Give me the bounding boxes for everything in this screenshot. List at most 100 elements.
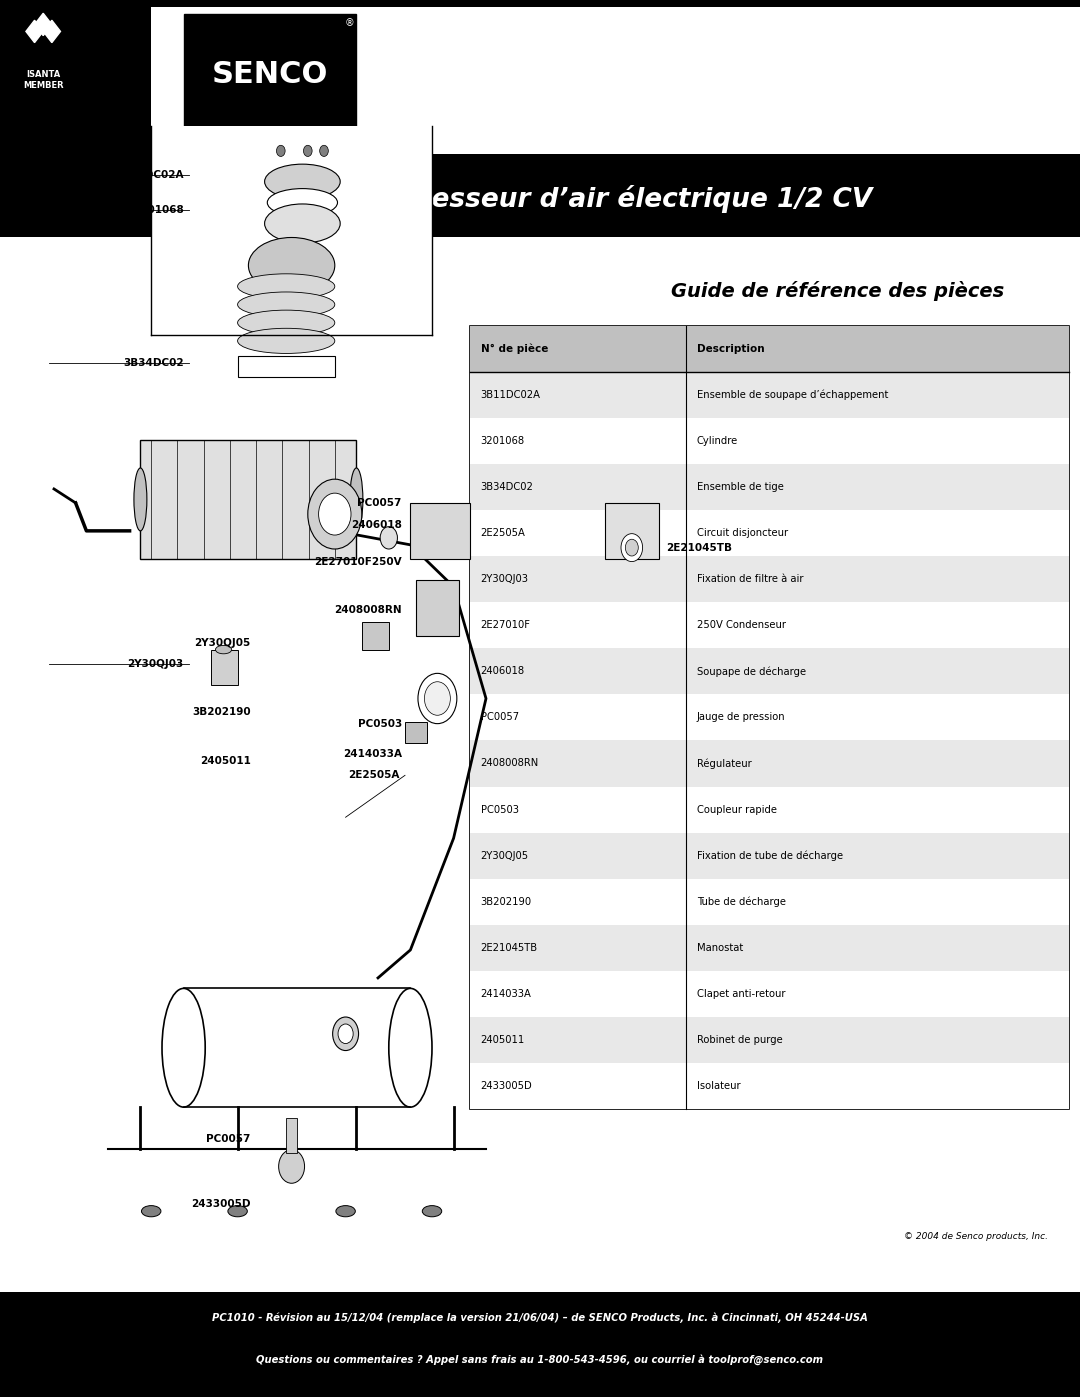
Ellipse shape: [248, 237, 335, 293]
Bar: [470, 925, 1069, 971]
Bar: [140, 440, 356, 559]
Text: 2E2505A: 2E2505A: [481, 528, 526, 538]
Text: 2E21045TB: 2E21045TB: [666, 542, 732, 553]
Text: 2Y30QJ03: 2Y30QJ03: [127, 658, 184, 669]
Text: 2414033A: 2414033A: [481, 989, 531, 999]
Bar: [605, 503, 659, 559]
Text: Jauge de pression: Jauge de pression: [697, 712, 785, 722]
Bar: [184, 14, 356, 149]
Text: 2433005D: 2433005D: [191, 1199, 251, 1210]
Ellipse shape: [238, 310, 335, 335]
Text: ISANTA
MEMBER: ISANTA MEMBER: [23, 70, 64, 91]
Bar: [470, 418, 1069, 464]
Bar: [238, 356, 335, 377]
Text: 2Y30QJ05: 2Y30QJ05: [194, 637, 251, 648]
Ellipse shape: [141, 1206, 161, 1217]
Bar: [470, 464, 1069, 510]
Ellipse shape: [336, 1206, 355, 1217]
Circle shape: [424, 682, 450, 715]
Text: 3B11DC02A: 3B11DC02A: [116, 169, 184, 180]
Text: Clapet anti-retour: Clapet anti-retour: [697, 989, 785, 999]
Bar: [470, 694, 1069, 740]
Ellipse shape: [389, 989, 432, 1106]
Text: 3B34DC02: 3B34DC02: [481, 482, 534, 492]
Text: Ensemble de tige: Ensemble de tige: [697, 482, 783, 492]
Text: 2408008RN: 2408008RN: [334, 605, 402, 616]
Ellipse shape: [228, 1206, 247, 1217]
Text: 2414033A: 2414033A: [342, 749, 402, 760]
Text: 250V Condenseur: 250V Condenseur: [697, 620, 785, 630]
Bar: [470, 1017, 1069, 1063]
Bar: [470, 510, 1069, 556]
Ellipse shape: [134, 468, 147, 531]
Circle shape: [380, 527, 397, 549]
Bar: [151, 7, 1080, 154]
Ellipse shape: [265, 163, 340, 200]
Text: Questions ou commentaires ? Appel sans frais au 1-800-543-4596, ou courriel à to: Questions ou commentaires ? Appel sans f…: [257, 1354, 824, 1365]
Text: Manostat: Manostat: [697, 943, 743, 953]
Text: 2433005D: 2433005D: [481, 1081, 532, 1091]
Text: 2Y30QJ05: 2Y30QJ05: [481, 851, 529, 861]
Polygon shape: [35, 13, 52, 35]
Bar: [470, 787, 1069, 833]
Circle shape: [338, 1024, 353, 1044]
Bar: [470, 602, 1069, 648]
Text: © 2004 de Senco products, Inc.: © 2004 de Senco products, Inc.: [904, 1232, 1048, 1241]
Text: Coupleur rapide: Coupleur rapide: [697, 805, 777, 814]
Text: PC1010, compresseur d’air électrique 1/2 CV: PC1010, compresseur d’air électrique 1/2…: [207, 184, 873, 214]
Text: 3B34DC02: 3B34DC02: [123, 358, 184, 369]
Bar: [470, 833, 1069, 879]
Circle shape: [333, 1017, 359, 1051]
Polygon shape: [43, 20, 60, 43]
Text: ®: ®: [345, 18, 354, 28]
Text: Soupape de décharge: Soupape de décharge: [697, 666, 806, 676]
Polygon shape: [26, 20, 43, 43]
Bar: [211, 650, 238, 685]
Bar: [151, 126, 432, 335]
Ellipse shape: [162, 989, 205, 1106]
Text: N° de pièce: N° de pièce: [481, 344, 548, 353]
Circle shape: [279, 1150, 305, 1183]
Ellipse shape: [422, 1206, 442, 1217]
Ellipse shape: [265, 204, 340, 243]
Bar: [362, 622, 389, 650]
Text: 2406018: 2406018: [351, 520, 402, 531]
Text: 2406018: 2406018: [481, 666, 525, 676]
Ellipse shape: [268, 189, 338, 217]
Text: PC0503: PC0503: [481, 805, 518, 814]
Text: 2405011: 2405011: [200, 756, 251, 767]
Text: 3201068: 3201068: [133, 204, 184, 215]
Text: Robinet de purge: Robinet de purge: [697, 1035, 782, 1045]
Text: Description: Description: [697, 344, 765, 353]
Bar: [470, 971, 1069, 1017]
Text: Isolateur: Isolateur: [697, 1081, 740, 1091]
Circle shape: [303, 145, 312, 156]
Text: Ensemble de soupape d’échappement: Ensemble de soupape d’échappement: [697, 390, 888, 400]
Text: 2E27010F: 2E27010F: [481, 620, 530, 630]
Bar: [194, 127, 346, 131]
Bar: [470, 372, 1069, 418]
Circle shape: [319, 493, 351, 535]
Text: 2E21045TB: 2E21045TB: [481, 943, 538, 953]
Ellipse shape: [238, 328, 335, 353]
Text: 2Y30QJ03: 2Y30QJ03: [481, 574, 528, 584]
Bar: [410, 503, 470, 559]
Bar: [470, 740, 1069, 787]
Ellipse shape: [350, 468, 363, 531]
Ellipse shape: [238, 292, 335, 317]
Text: PC1010 - Révision au 15/12/04 (remplace la version 21/06/04) – de SENCO Products: PC1010 - Révision au 15/12/04 (remplace …: [212, 1312, 868, 1323]
Text: Régulateur: Régulateur: [697, 759, 752, 768]
Bar: [194, 134, 346, 138]
Text: 2408008RN: 2408008RN: [481, 759, 539, 768]
Ellipse shape: [157, 298, 427, 317]
Bar: [470, 879, 1069, 925]
Bar: [470, 648, 1069, 694]
Ellipse shape: [216, 645, 231, 654]
Text: PC0057: PC0057: [481, 712, 518, 722]
Bar: [470, 326, 1069, 1109]
Text: Tube de décharge: Tube de décharge: [697, 897, 785, 907]
Circle shape: [320, 145, 328, 156]
Bar: [470, 1063, 1069, 1109]
Text: 3B11DC02A: 3B11DC02A: [481, 390, 541, 400]
Text: 2E27010F250V: 2E27010F250V: [314, 556, 402, 567]
